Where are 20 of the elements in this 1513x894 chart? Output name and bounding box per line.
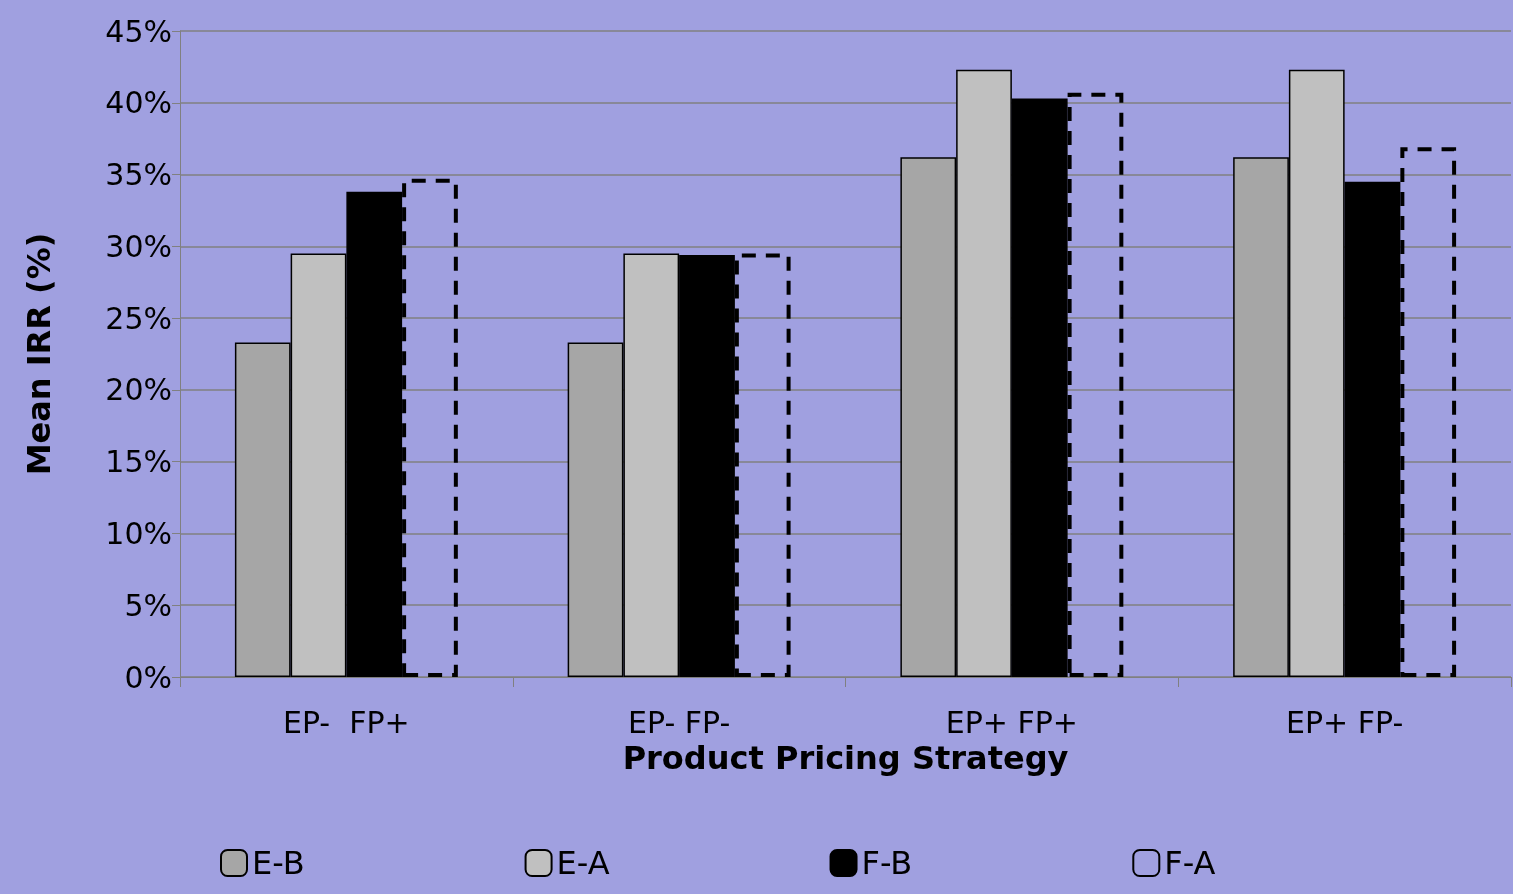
x-tick-label: EP+ FP- [1286, 704, 1404, 740]
y-tick-label: 5% [124, 587, 172, 623]
legend-label: F-B [861, 844, 913, 882]
x-axis-title: Product Pricing Strategy [622, 738, 1069, 777]
legend-label: F-A [1164, 844, 1216, 882]
y-tick-label: 35% [105, 157, 172, 193]
x-tick-label: EP- FP- [627, 704, 731, 740]
y-tick-label: 40% [105, 85, 172, 121]
y-tick-label: 15% [105, 444, 172, 480]
y-tick-label: 30% [105, 228, 172, 264]
legend-label: E-B [252, 844, 305, 882]
x-tick-label: EP+ FP+ [945, 704, 1078, 740]
x-tick-label: EP- FP+ [282, 704, 410, 740]
y-tick-label: 10% [105, 515, 172, 551]
legend-label: E-A [556, 844, 610, 882]
y-tick-label: 25% [105, 300, 172, 336]
y-tick-label: 45% [105, 13, 172, 49]
y-axis-title: Mean IRR (%) [20, 232, 58, 476]
y-tick-label: 0% [124, 659, 172, 695]
y-tick-label: 20% [105, 372, 172, 408]
